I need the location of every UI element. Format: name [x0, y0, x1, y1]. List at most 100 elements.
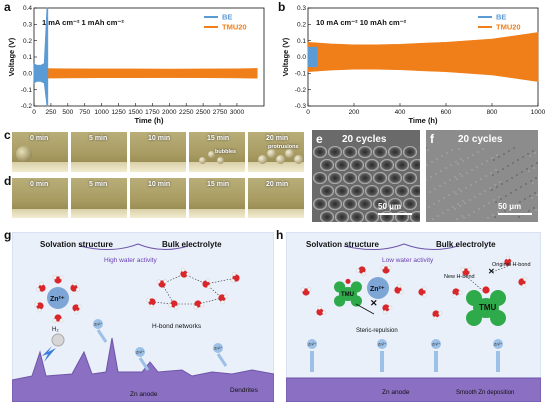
sem-pit — [403, 146, 417, 158]
sem-grain — [489, 187, 491, 189]
sem-grain — [443, 197, 445, 199]
hydrogen-atom — [163, 279, 168, 284]
sem-pit — [403, 198, 417, 210]
label-smooth-h: Smooth Zn deposition — [456, 390, 514, 396]
sem-grain — [484, 190, 486, 192]
y-axis-label: Voltage (V) — [7, 37, 16, 76]
sem-grain — [503, 153, 505, 155]
time-label: 20 min — [266, 181, 289, 188]
sem-grain — [492, 174, 494, 176]
hbond-network-g — [146, 267, 240, 310]
sem-pit — [395, 185, 409, 197]
water-molecule — [52, 314, 64, 323]
label-steric-h: Steric-repulsion — [356, 328, 398, 334]
sem-f-scalebar — [498, 213, 532, 215]
sem-pit — [403, 172, 417, 184]
sem-grain — [499, 181, 501, 183]
water-molecule — [180, 267, 191, 278]
zn-electrode-strip — [248, 209, 304, 218]
sem-pit — [365, 159, 379, 171]
label-new-hbond-h: New H-bond — [444, 274, 475, 280]
sem-grain — [459, 173, 461, 175]
y-tick-label: 0.2 — [297, 22, 306, 29]
micrograph-row-d: 0 min 5 min 10 min 15 min 20 min — [12, 178, 305, 218]
oxygen-atom — [358, 266, 366, 274]
hydrogen-atom — [387, 265, 392, 270]
sem-grain — [508, 150, 510, 152]
label-solvation-g: Solvation structure — [40, 240, 113, 249]
hydrogen-atom — [78, 304, 82, 309]
label-anode-g: Zn anode — [130, 391, 158, 398]
sem-grain — [502, 168, 504, 170]
chart-b: 0 200 400 600 800 1000 -0.3 -0.2 -0.1 0.0 0.1 0.2 0.… — [281, 5, 545, 125]
water-molecule — [70, 281, 80, 292]
sem-grain — [453, 191, 455, 193]
hydrogen-atom — [361, 272, 366, 276]
panel-c-label: c — [4, 128, 11, 142]
sem-pit — [320, 185, 334, 197]
sem-grain — [466, 172, 468, 174]
sem-grain — [528, 210, 530, 212]
sem-grain — [435, 173, 437, 175]
hydrogen-atom — [174, 305, 179, 310]
tmu-label-right-h: TMU — [479, 303, 497, 312]
hbond-line — [205, 277, 237, 285]
panel-b-label: b — [278, 0, 286, 14]
sem-grain — [426, 179, 427, 181]
zn-ion-label: Zn²⁺ — [432, 342, 440, 347]
sem-grain — [455, 193, 457, 195]
gas-bubble — [267, 149, 276, 158]
hydrogen-atom — [156, 279, 161, 284]
sem-grain — [454, 208, 456, 210]
sem-grain — [536, 194, 538, 196]
zn-ion-label-g: Zn²⁺ — [50, 296, 65, 303]
schematic-h: Solvation structure Bulk electrolyte Low… — [286, 232, 541, 402]
zn-electrode-strip — [71, 209, 127, 218]
sem-grain — [476, 166, 478, 168]
micrograph-frame: 15 min — [189, 178, 245, 218]
sem-grain — [441, 155, 443, 157]
sem-grain — [471, 169, 473, 171]
panel-g-label: g — [4, 228, 12, 242]
sem-pit — [373, 146, 387, 158]
sem-grain — [433, 203, 435, 205]
panel-e-label: e — [316, 132, 323, 146]
water-molecule — [156, 279, 168, 288]
sem-grain — [495, 201, 497, 203]
hydrogen-atom — [300, 287, 305, 292]
sem-pit — [358, 172, 372, 184]
label-anode-h: Zn anode — [382, 389, 410, 396]
sem-pit — [343, 172, 357, 184]
oxygen-atom — [70, 284, 78, 292]
sem-grain — [510, 192, 512, 194]
sem-pit — [313, 146, 327, 158]
label-h2-g: H₂ — [52, 327, 59, 333]
gas-bubble — [294, 155, 303, 164]
zn-ion-path-arrow — [138, 357, 150, 371]
sem-grain — [473, 211, 475, 213]
zn-ion-path-arrow — [96, 329, 108, 343]
y-tick-label: -0.1 — [295, 71, 307, 78]
sem-grain — [438, 200, 440, 202]
sem-grain — [524, 198, 526, 200]
label-solvation-h: Solvation structure — [306, 240, 379, 249]
hydrogen-atom — [186, 272, 191, 277]
label-bulk-g: Bulk electrolyte — [162, 240, 222, 249]
sem-grain — [494, 216, 496, 218]
hydrogen-atom — [422, 293, 427, 298]
oxygen-atom — [452, 288, 460, 296]
sem-pit — [365, 185, 379, 197]
tmu-core — [338, 287, 358, 301]
sem-grain — [522, 156, 524, 158]
water-molecule — [36, 281, 46, 292]
x-axis-label: Time (h) — [408, 116, 438, 125]
x-tick-label: 500 — [62, 109, 73, 116]
sem-grain — [494, 184, 496, 186]
hbond-line — [161, 283, 175, 305]
zn-electrode-strip — [12, 162, 68, 172]
sem-grain — [530, 180, 532, 182]
hydrogen-atom — [355, 268, 360, 273]
panel-b: b 0 200 400 600 800 1000 -0.3 -0.2 -0.1 0.0 0.1 0.2… — [272, 0, 545, 128]
oxygen-atom — [36, 302, 44, 310]
x-tick-label: 3000 — [230, 109, 245, 116]
